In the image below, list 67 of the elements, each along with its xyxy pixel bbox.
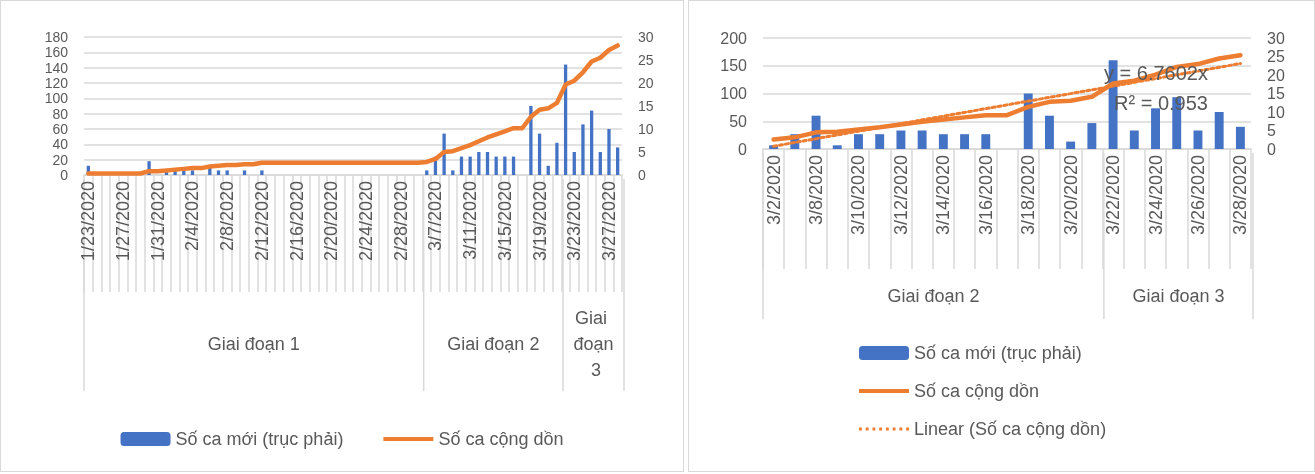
text: Giai đoạn 1 — [207, 333, 300, 354]
x-tick-label: 2/20/2020 — [321, 181, 342, 262]
y-tick-label: 20 — [52, 151, 69, 168]
x-tick-label: 2/8/2020 — [217, 181, 238, 252]
y2-tick-label: 10 — [1267, 103, 1285, 121]
x-tick-label: 3/22/2020 — [1103, 155, 1124, 236]
x-tick-label: 3/28/2020 — [1230, 155, 1251, 236]
text: Giai đoạn 3 — [1132, 286, 1225, 306]
y2-tick-label: 25 — [1267, 48, 1285, 65]
y2-tick-label: 0 — [638, 167, 646, 183]
y2-tick-label: 15 — [1267, 85, 1285, 102]
y2-tick-label: 20 — [1267, 66, 1285, 84]
y-tick-label: 40 — [52, 136, 69, 153]
x-tick-label: 3/2/2020 — [763, 155, 784, 226]
x-tick-label: 3/10/2020 — [848, 155, 869, 236]
x-tick-label: 3/18/2020 — [1018, 155, 1039, 236]
x-tick-label: 2/4/2020 — [182, 181, 203, 252]
legend-label: Số ca mới (trục phải) — [175, 429, 344, 449]
y-tick-label: 50 — [729, 112, 748, 130]
x-tick-label: 2/16/2020 — [286, 181, 307, 262]
text: Giai đoạn 2 — [887, 286, 980, 306]
y-tick-label: 160 — [44, 44, 69, 61]
x-tick-label: 2/28/2020 — [390, 181, 411, 262]
y-tick-label: 60 — [52, 121, 69, 137]
y-tick-label: 180 — [44, 29, 69, 45]
y2-tick-label: 0 — [1267, 140, 1276, 158]
legend-label: Số ca mới (trục phải) — [914, 343, 1082, 363]
y-tick-label: 80 — [52, 105, 69, 122]
x-tick-label: 3/19/2020 — [529, 181, 550, 262]
y2-tick-label: 25 — [638, 52, 654, 68]
text: Giai đoạn 3 — [573, 307, 614, 380]
y2-tick-label: 30 — [638, 29, 654, 45]
x-tick-label: 1/23/2020 — [78, 181, 99, 262]
x-tick-label: 3/14/2020 — [933, 155, 954, 236]
y2-tick-label: 15 — [638, 98, 654, 114]
x-tick-label: 3/11/2020 — [460, 181, 481, 260]
x-tick-label: 3/27/2020 — [598, 181, 619, 262]
x-tick-label: 1/27/2020 — [113, 181, 134, 262]
x-tick-label: 2/24/2020 — [356, 181, 377, 262]
y-tick-label: 0 — [738, 140, 748, 158]
y-tick-label: 140 — [44, 59, 69, 76]
y-tick-label: 200 — [720, 29, 748, 47]
y-tick-label: 120 — [44, 75, 69, 91]
x-tick-label: 3/15/2020 — [494, 181, 515, 262]
x-tick-label: 3/7/2020 — [425, 181, 446, 252]
x-tick-label: 3/26/2020 — [1187, 155, 1208, 236]
legend-label: Số ca cộng dồn — [438, 429, 564, 449]
x-tick-label: 1/31/2020 — [147, 181, 168, 262]
y2-tick-label: 20 — [638, 75, 654, 91]
y2-tick-label: 10 — [638, 121, 654, 137]
legend-label: Linear (Số ca cộng dồn) — [914, 419, 1107, 439]
x-tick-label: 3/23/2020 — [564, 181, 585, 262]
y-tick-label: 100 — [720, 85, 748, 102]
y2-tick-label: 5 — [638, 144, 646, 160]
x-tick-label: 2/12/2020 — [251, 181, 272, 262]
x-tick-label: 3/8/2020 — [806, 155, 827, 226]
x-tick-label: 3/16/2020 — [975, 155, 996, 236]
y-tick-label: 100 — [44, 90, 69, 107]
x-tick-label: 3/20/2020 — [1060, 155, 1081, 236]
y-tick-label: 0 — [60, 167, 69, 183]
x-tick-label: 3/24/2020 — [1145, 155, 1166, 236]
y2-tick-label: 5 — [1267, 122, 1276, 139]
x-tick-label: 3/12/2020 — [890, 155, 911, 236]
y-tick-label: 150 — [720, 57, 748, 75]
y2-tick-label: 30 — [1267, 29, 1285, 47]
legend-label: Số ca cộng dồn — [914, 381, 1040, 401]
text: Giai đoạn 2 — [447, 333, 540, 354]
